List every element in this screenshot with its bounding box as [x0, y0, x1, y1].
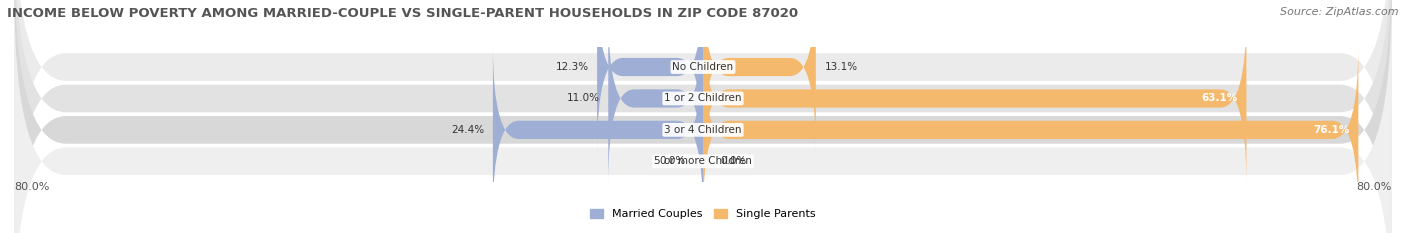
Text: 11.0%: 11.0%	[567, 93, 599, 103]
FancyBboxPatch shape	[703, 0, 815, 152]
FancyBboxPatch shape	[494, 45, 703, 215]
FancyBboxPatch shape	[14, 0, 1392, 233]
FancyBboxPatch shape	[14, 0, 1392, 233]
Text: No Children: No Children	[672, 62, 734, 72]
Text: 3 or 4 Children: 3 or 4 Children	[664, 125, 742, 135]
Text: 80.0%: 80.0%	[14, 182, 49, 192]
FancyBboxPatch shape	[14, 0, 1392, 233]
Text: 24.4%: 24.4%	[451, 125, 484, 135]
FancyBboxPatch shape	[703, 13, 1246, 184]
FancyBboxPatch shape	[598, 0, 703, 152]
Text: 0.0%: 0.0%	[659, 156, 686, 166]
FancyBboxPatch shape	[703, 45, 1358, 215]
Text: 0.0%: 0.0%	[720, 156, 747, 166]
Text: 12.3%: 12.3%	[555, 62, 589, 72]
Text: 5 or more Children: 5 or more Children	[654, 156, 752, 166]
Text: INCOME BELOW POVERTY AMONG MARRIED-COUPLE VS SINGLE-PARENT HOUSEHOLDS IN ZIP COD: INCOME BELOW POVERTY AMONG MARRIED-COUPL…	[7, 7, 799, 20]
Text: 80.0%: 80.0%	[1357, 182, 1392, 192]
FancyBboxPatch shape	[609, 13, 703, 184]
Text: 13.1%: 13.1%	[824, 62, 858, 72]
FancyBboxPatch shape	[14, 0, 1392, 233]
Text: 76.1%: 76.1%	[1313, 125, 1350, 135]
Text: 1 or 2 Children: 1 or 2 Children	[664, 93, 742, 103]
Text: Source: ZipAtlas.com: Source: ZipAtlas.com	[1281, 7, 1399, 17]
Legend: Married Couples, Single Parents: Married Couples, Single Parents	[591, 209, 815, 219]
Text: 63.1%: 63.1%	[1202, 93, 1237, 103]
